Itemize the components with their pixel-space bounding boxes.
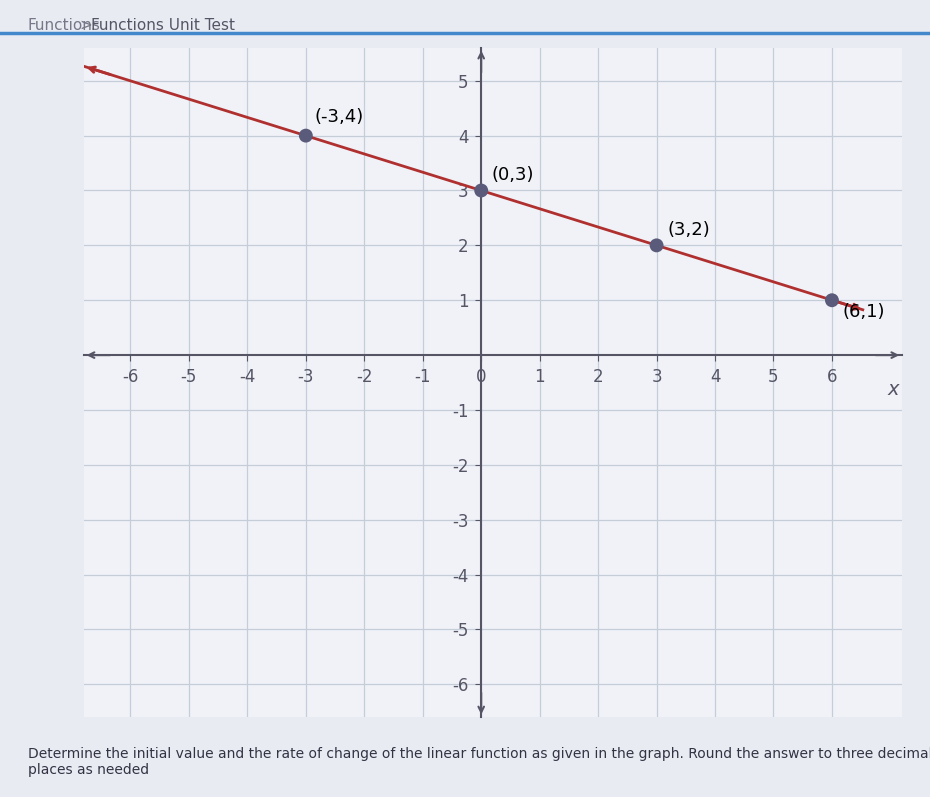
Text: (-3,4): (-3,4) [314, 108, 364, 126]
Text: Determine the initial value and the rate of change of the linear function as giv: Determine the initial value and the rate… [28, 747, 930, 777]
Text: Functions Unit Test: Functions Unit Test [91, 18, 235, 33]
Point [299, 129, 313, 142]
Text: (0,3): (0,3) [492, 166, 534, 184]
Text: >: > [79, 18, 92, 33]
Text: (3,2): (3,2) [667, 221, 710, 239]
Text: (6,1): (6,1) [843, 303, 885, 321]
Point [825, 294, 840, 307]
Text: Functions: Functions [28, 18, 100, 33]
Point [473, 184, 488, 197]
Text: x: x [887, 380, 899, 398]
Point [649, 239, 664, 252]
